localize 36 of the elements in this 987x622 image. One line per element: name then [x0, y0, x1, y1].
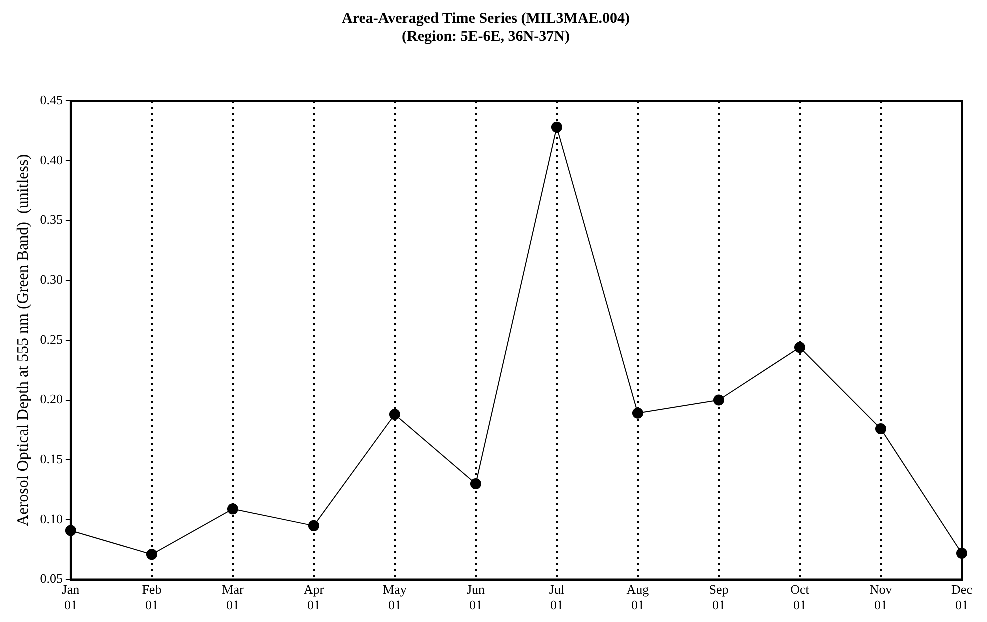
y-tick-label: 0.20 — [40, 392, 63, 407]
point — [65, 525, 76, 536]
y-tick-label: 0.15 — [40, 452, 63, 467]
y-tick-label: 0.35 — [40, 212, 63, 228]
x-tick-label: Dec 01 — [952, 582, 973, 613]
x-tick-label: Feb 01 — [142, 582, 162, 613]
point — [632, 408, 644, 419]
y-tick-label: 0.30 — [40, 272, 63, 287]
point — [713, 394, 724, 406]
y-tick-label: 0.10 — [40, 511, 63, 526]
x-tick-label: Mar 01 — [222, 582, 244, 613]
x-tick-label: Jul 01 — [549, 582, 565, 613]
point — [146, 549, 158, 560]
x-tick-label: Apr 01 — [304, 582, 325, 613]
y-tick-label: 0.25 — [40, 332, 63, 347]
x-tick-label: Jun 01 — [466, 582, 486, 613]
chart-subtitle: (Region: 5E-6E, 36N-37N) — [402, 28, 570, 45]
point — [794, 342, 806, 354]
x-tick-label: Oct 01 — [790, 582, 810, 613]
x-tick-label: Sep 01 — [709, 582, 729, 613]
point — [308, 520, 320, 532]
x-tick-label: May 01 — [383, 582, 408, 613]
y-tick-label: 0.40 — [40, 152, 63, 168]
point — [956, 548, 968, 559]
point — [875, 423, 886, 434]
point — [470, 478, 482, 490]
y-axis-title: Aerosol Optical Depth at 555 nm (Green Band) (unitless) — [14, 154, 32, 526]
x-tick-label: Jan 01 — [62, 582, 80, 613]
y-tick-label: 0.45 — [40, 92, 63, 108]
point — [551, 122, 562, 133]
y-tick-label: 0.05 — [40, 571, 63, 586]
x-tick-label: Aug 01 — [626, 582, 650, 613]
chart-title: Area-Averaged Time Series (MIL3MAE.004) — [342, 10, 630, 27]
point — [227, 504, 238, 515]
point — [389, 409, 400, 420]
x-tick-label: Nov 01 — [870, 582, 893, 613]
